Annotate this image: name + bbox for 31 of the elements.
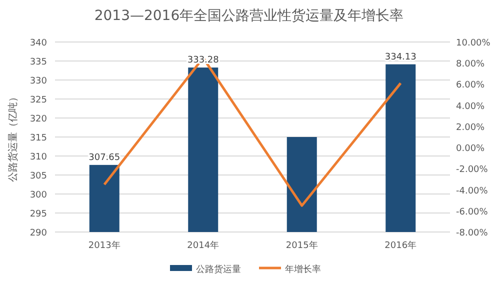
y-tick-label: 295 [30,210,47,220]
y-tick-label: 310 [30,152,48,162]
y2-tick-label: -2.00% [456,165,488,176]
y-tick-label: 330 [30,76,48,86]
y-tick-label: 305 [30,172,47,182]
y-tick-label: 315 [30,134,47,144]
x-tick-label: 2013年 [88,240,120,251]
y-tick-label: 325 [30,96,47,106]
y2-tick-label: -8.00% [456,228,488,238]
x-tick-label: 2016年 [384,240,417,251]
legend-label: 年增长率 [285,264,321,275]
y-tick-label: 335 [30,58,47,68]
x-tick-label: 2015年 [286,240,318,251]
y-axis-title: 公路货运量（亿吨） [7,92,19,182]
y2-tick-label: 2.00% [456,122,486,133]
y2-tick-label: -4.00% [456,186,488,196]
y-tick-label: 300 [30,190,48,200]
y2-tick-label: 10.00% [456,38,491,48]
y-tick-label: 340 [30,38,48,48]
y2-tick-label: 6.00% [456,80,486,91]
x-tick-label: 2014年 [187,240,220,251]
legend-label: 公路货运量 [196,264,241,275]
y2-tick-label: 8.00% [456,60,486,70]
y-tick-label: 320 [30,114,48,124]
y2-tick-label: 0.00% [456,144,486,154]
data-label: 334.13 [384,52,416,62]
y2-tick-label: 4.00% [456,102,486,112]
data-label: 307.65 [88,152,120,163]
chart-title: 2013—2016年全国公路营业性货运量及年增长率 [94,8,404,24]
y2-tick-label: -6.00% [456,207,488,218]
y-tick-label: 290 [30,228,48,238]
